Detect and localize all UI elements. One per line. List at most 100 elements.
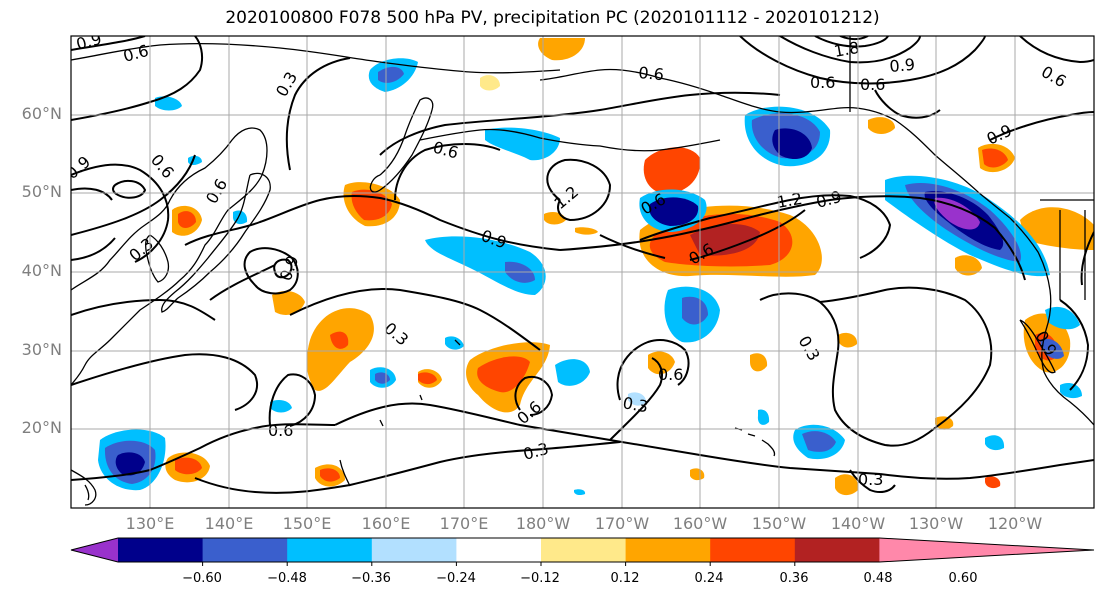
precip-area — [418, 372, 437, 385]
pv-contour-line — [184, 194, 561, 251]
contour-label: 0.6 — [638, 63, 665, 84]
contour-label: 0.3 — [858, 470, 883, 489]
precip-area — [1045, 306, 1080, 330]
precip-area — [757, 409, 770, 425]
pv-contour-line — [1019, 36, 1094, 64]
pv-contour-line — [209, 264, 276, 301]
pv-contour-line — [289, 288, 541, 351]
contour-label: 0.6 — [860, 75, 885, 94]
colorbar-tick: −0.60 — [182, 571, 222, 586]
map-title: 2020100800 F078 500 hPa PV, precipitatio… — [225, 8, 880, 28]
contour-label: 1.2 — [775, 189, 803, 212]
precip-area — [351, 189, 392, 221]
coastline-asia-north — [71, 42, 561, 74]
precip-area — [868, 117, 895, 134]
plot-frame — [70, 35, 1095, 509]
precip-area — [934, 197, 980, 230]
precip-area — [477, 356, 530, 393]
precip-area — [838, 332, 858, 348]
lon-label: 140°W — [830, 514, 886, 533]
precip-area — [480, 75, 500, 91]
precip-area — [272, 290, 305, 315]
precip-area — [485, 127, 560, 161]
pv-contour-line — [243, 247, 299, 295]
precip-area — [985, 476, 1001, 489]
precip-area — [574, 489, 586, 496]
pv-contour-line — [616, 339, 690, 401]
precip-area — [330, 331, 349, 349]
precip-area — [750, 353, 768, 372]
precip-area — [1060, 383, 1082, 399]
lon-label: 160°E — [361, 514, 411, 533]
colorbar-tick: −0.48 — [267, 571, 307, 586]
lon-label: 150°W — [751, 514, 807, 533]
pv-contour-line — [71, 187, 113, 201]
pv-contour-line — [71, 237, 116, 261]
coastline-north-america — [1009, 217, 1094, 426]
lat-label: 50°N — [21, 182, 62, 201]
colorbar-segment — [710, 538, 796, 562]
contour-label: 0.6 — [658, 365, 683, 384]
coastline-aleutians — [419, 128, 721, 152]
coastline-korea — [144, 234, 170, 283]
lon-label: 160°W — [672, 514, 728, 533]
precip-area — [772, 128, 812, 160]
precip-area — [648, 351, 675, 375]
precip-area — [1020, 207, 1094, 250]
graticule — [71, 36, 1094, 508]
lon-label: 130°W — [908, 514, 964, 533]
colorbar-segment — [371, 538, 457, 562]
precip-area — [306, 308, 374, 391]
colorbar-tick: 0.48 — [863, 571, 893, 586]
pv-contour-line — [1080, 231, 1094, 286]
pv-contour-line — [609, 357, 663, 441]
pv-contours — [71, 36, 1094, 494]
colorbar-tick: 0.24 — [694, 571, 724, 586]
pv-contour-line — [839, 36, 869, 40]
precip-area — [320, 468, 340, 482]
pv-contour-line — [334, 402, 881, 475]
pv-contour-line — [689, 209, 806, 261]
lon-label: 150°E — [282, 514, 332, 533]
colorbar-segment — [202, 538, 288, 562]
pv-contour-line — [194, 441, 621, 494]
coastline-islands — [339, 339, 461, 487]
colorbar — [70, 537, 1095, 566]
precip-area — [985, 435, 1005, 451]
pv-contour-line — [559, 195, 1026, 281]
precip-area — [575, 227, 598, 235]
coastline-japan — [161, 172, 271, 313]
colorbar-tick: 0.60 — [948, 571, 978, 586]
colorbar-tick: −0.24 — [436, 571, 476, 586]
lon-label: 140°E — [204, 514, 254, 533]
colorbar-segment — [287, 538, 373, 562]
precip-area — [802, 431, 836, 452]
lon-label: 130°E — [125, 514, 175, 533]
precip-area — [445, 336, 464, 350]
pv-contour-line — [71, 36, 204, 121]
pv-contour-line — [779, 36, 921, 64]
precip-area — [643, 147, 701, 194]
colorbar-segment — [118, 538, 204, 562]
precip-area — [690, 224, 760, 256]
contour-label: 0.3 — [621, 393, 649, 416]
contour-label: 1.8 — [832, 38, 860, 61]
border-canada — [849, 36, 1094, 300]
pv-contour-line — [1059, 299, 1090, 391]
precip-area — [270, 400, 292, 413]
pv-contour-line — [739, 36, 986, 85]
pv-contour-line — [71, 423, 336, 481]
lat-label: 40°N — [21, 261, 62, 280]
colorbar-segment — [625, 538, 711, 562]
precip-area — [628, 392, 646, 406]
colorbar-tick: −0.12 — [520, 571, 560, 586]
colorbar-outline — [70, 537, 1095, 563]
lat-label: 20°N — [21, 418, 62, 437]
pv-contour-line — [112, 179, 147, 199]
colorbar-segment — [456, 538, 542, 562]
contour-label: 0.6 — [810, 73, 835, 92]
precip-area — [115, 452, 145, 476]
colorbar-tick: −0.36 — [351, 571, 391, 586]
pv-contour-line — [849, 469, 896, 494]
